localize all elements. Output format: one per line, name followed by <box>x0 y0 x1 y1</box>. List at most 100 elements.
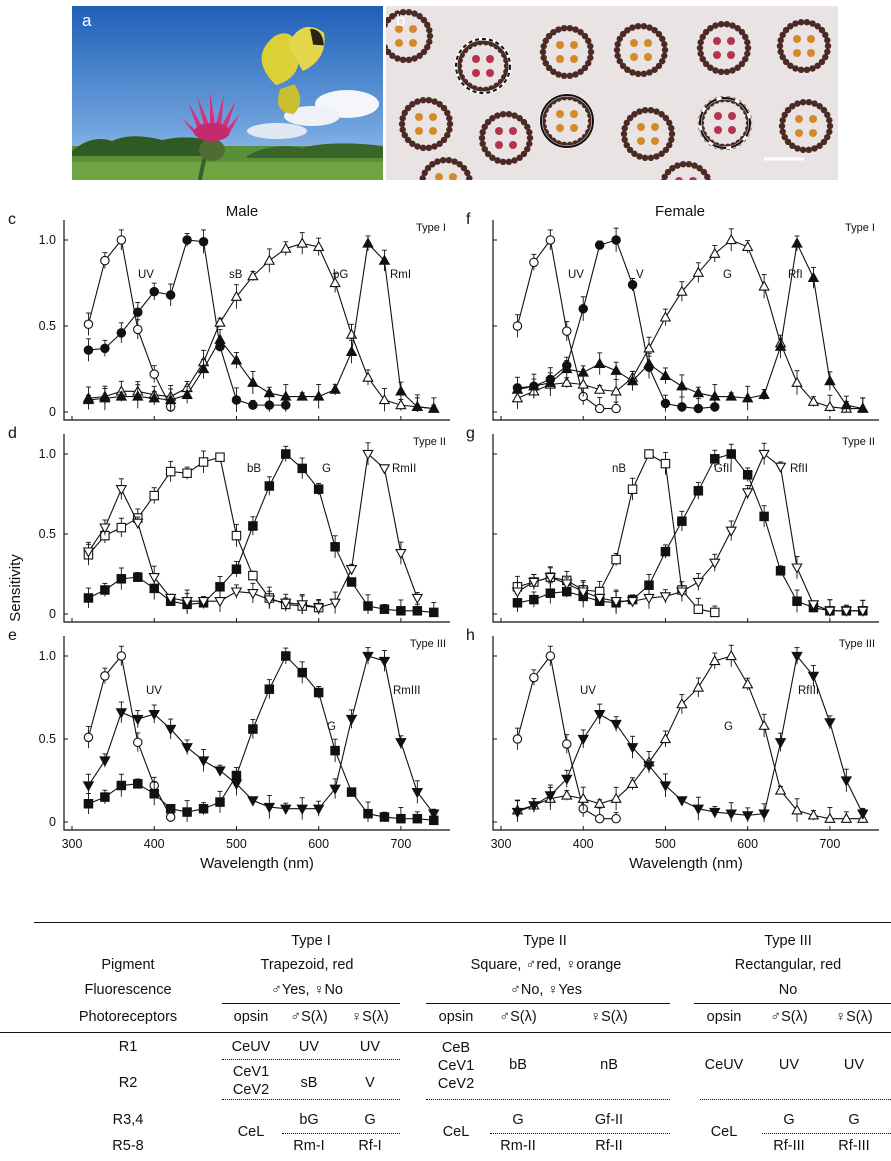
data-point-RmIII <box>378 656 391 668</box>
xtick-label: 400 <box>573 837 594 851</box>
data-point-RmII <box>115 485 128 496</box>
data-point-G <box>626 777 639 788</box>
series-line-RfIII <box>517 654 864 816</box>
data-point-UV <box>529 672 539 683</box>
data-point-RfI <box>577 366 589 377</box>
t3-male-header: ♂S(λ) <box>770 1009 808 1025</box>
series-label-V: V <box>636 269 644 281</box>
data-point-RmIII <box>197 756 210 767</box>
data-point-V <box>677 402 687 412</box>
data-point-RfII <box>791 563 803 574</box>
data-point-G <box>100 585 110 595</box>
data-point-RfIII <box>741 811 754 822</box>
type-title-e: Type III <box>410 638 446 650</box>
data-point-RmI <box>115 390 128 401</box>
data-point-bG <box>329 276 341 288</box>
data-point-RfII <box>528 577 540 589</box>
data-point-G <box>676 285 688 296</box>
data-point-RmI <box>214 333 226 344</box>
data-point-G <box>709 654 721 666</box>
data-point-RmII <box>280 598 292 609</box>
series-line-RmIII <box>87 655 435 815</box>
t2-male-header: ♂S(λ) <box>499 1009 537 1025</box>
series-label-UV: UV <box>580 685 596 697</box>
data-point-RfII <box>824 606 836 617</box>
data-point-RfIII <box>610 719 622 731</box>
data-point-RmIII <box>345 714 358 726</box>
data-point-GfII <box>759 511 769 522</box>
data-point-RmI <box>345 345 358 356</box>
data-point-G <box>791 376 803 387</box>
xtick-label: 300 <box>62 837 83 851</box>
data-point-RmIII <box>362 651 374 663</box>
t3-r12-male: UV <box>778 1057 800 1073</box>
data-point-G <box>511 392 524 403</box>
photoreceptors-label: Photoreceptors <box>78 1009 178 1025</box>
data-point-RfI <box>659 369 672 381</box>
t2-r58-female: Rf-II <box>595 1138 623 1154</box>
t3-r34-female: G <box>848 1112 860 1128</box>
data-point-bB <box>116 522 127 533</box>
ytick-label: 0.5 <box>39 527 56 541</box>
data-point-RmIII <box>395 738 407 749</box>
data-point-G <box>692 681 705 692</box>
male-column-title: Male <box>226 203 259 220</box>
data-point-RfI <box>528 380 540 391</box>
type-title-h: Type III <box>839 638 875 650</box>
data-point-RfI <box>857 402 869 413</box>
data-point-RfIII <box>528 801 540 812</box>
data-point-G <box>346 787 357 797</box>
data-point-UV <box>100 671 110 681</box>
data-point-G <box>741 678 754 689</box>
data-point-RmIII <box>181 743 193 754</box>
data-point-RmI <box>312 390 325 401</box>
series-line-RfII <box>517 453 863 612</box>
series-label-sB: sB <box>229 269 243 281</box>
axes-f <box>492 220 879 421</box>
data-point-G <box>116 574 127 584</box>
data-point-RmII <box>82 547 95 558</box>
data-point-bG <box>214 316 226 327</box>
data-point-UV <box>562 326 572 336</box>
data-point-G <box>561 789 573 800</box>
data-point-RmIII <box>247 796 259 807</box>
t1-r3458-opsin: CeL <box>237 1124 265 1140</box>
data-point-UV <box>611 403 621 414</box>
axes-h <box>492 636 879 831</box>
t1-r1-female: UV <box>359 1039 381 1055</box>
xtick-label: 700 <box>390 837 411 851</box>
data-point-G <box>659 732 672 744</box>
data-point-UV <box>545 235 556 245</box>
data-point-RmIII <box>280 804 292 815</box>
data-point-RmIII <box>263 802 276 814</box>
data-point-G <box>659 311 672 322</box>
type3-header: Type III <box>764 933 812 949</box>
t1-r2-male: sB <box>300 1075 318 1091</box>
data-point-G <box>379 604 390 614</box>
data-point-RmII <box>148 573 160 584</box>
data-point-V <box>627 279 638 290</box>
t1-r34-female: G <box>364 1112 376 1128</box>
data-point-UV <box>83 319 94 330</box>
data-point-RfII <box>610 597 622 608</box>
data-point-G <box>346 577 357 587</box>
data-point-RfIII <box>791 651 803 663</box>
data-point-nB <box>611 554 621 565</box>
data-point-RfIII <box>577 734 589 746</box>
xtick-label: 600 <box>308 837 329 851</box>
data-point-RfI <box>561 362 573 374</box>
data-point-RfIII <box>643 761 655 772</box>
data-point-RmII <box>296 600 308 611</box>
data-point-G <box>297 463 307 474</box>
t1-opsin-header: opsin <box>233 1009 269 1025</box>
data-point-G <box>774 784 787 795</box>
t3-opsin-header: opsin <box>706 1009 742 1025</box>
data-point-RfI <box>758 388 770 399</box>
data-point-RfIII <box>561 774 573 785</box>
data-point-RfII <box>857 606 869 617</box>
data-point-RfI <box>511 383 524 394</box>
data-point-RfII <box>758 449 770 461</box>
series-label-RfI: RfI <box>788 269 803 281</box>
data-point-V <box>660 398 671 409</box>
data-point-RmIII <box>99 756 111 767</box>
